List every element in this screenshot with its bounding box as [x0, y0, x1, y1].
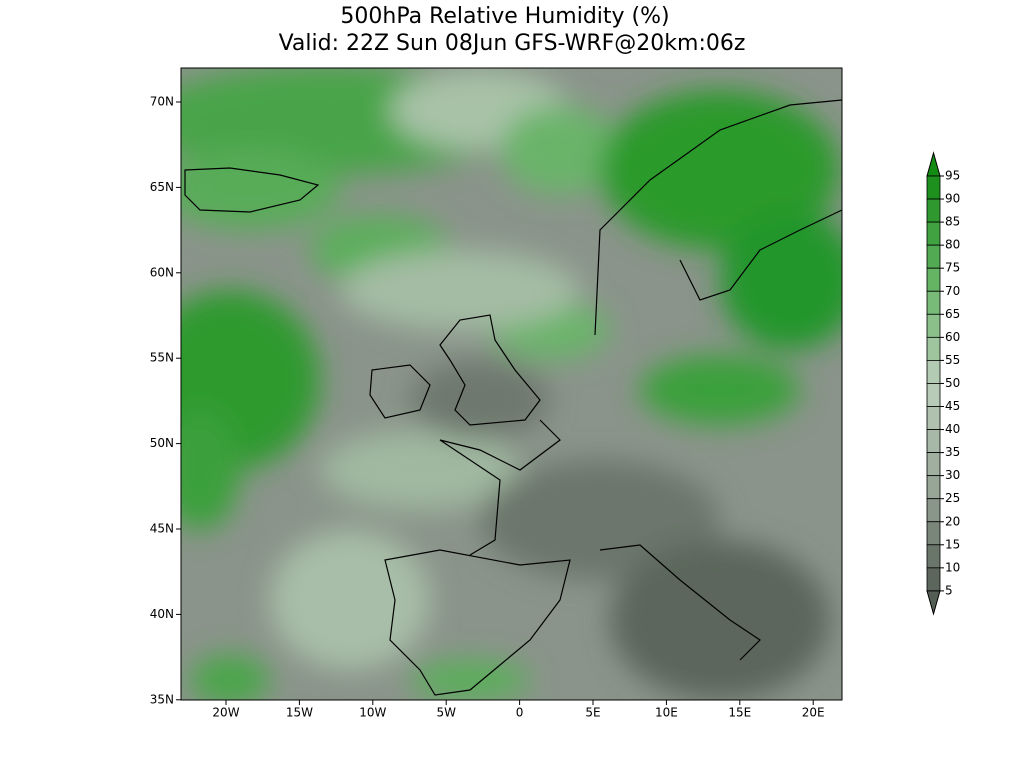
colorbar-label: 5: [945, 583, 953, 597]
colorbar-label: 55: [945, 353, 960, 367]
colorbar-label: 25: [945, 491, 960, 505]
lon-label: 15E: [728, 706, 751, 720]
lat-label: 50N: [150, 436, 174, 450]
lat-label: 70N: [150, 95, 174, 109]
colorbar-segment: [926, 290, 941, 315]
lon-label: 20E: [802, 706, 825, 720]
colorbar-segment: [926, 175, 941, 200]
subtitle: Valid: 22Z Sun 08Jun GFS-WRF@20km:06z: [279, 31, 746, 56]
colorbar-segment: [926, 544, 941, 569]
colorbar-label: 40: [945, 422, 960, 436]
colorbar-segment: [926, 313, 941, 338]
colorbar-label: 70: [945, 284, 960, 298]
humidity-field: [181, 68, 842, 700]
title: 500hPa Relative Humidity (%): [340, 4, 669, 29]
lon-label: 5E: [585, 706, 600, 720]
colorbar-label: 15: [945, 537, 960, 551]
lon-label: 10E: [655, 706, 678, 720]
map-frame: [180, 67, 843, 701]
lon-label: 20W: [212, 706, 239, 720]
colorbar-label: 10: [945, 560, 960, 574]
colorbar-label: 45: [945, 399, 960, 413]
colorbar-label: 50: [945, 376, 960, 390]
colorbar-top-arrow: [926, 151, 941, 177]
colorbar-label: 75: [945, 261, 960, 275]
colorbar: 95 90 85 80 75 70 65 60 55 50 45 40 35 30 25 20 15 10 5: [926, 151, 960, 616]
colorbar-label: 80: [945, 238, 960, 252]
colorbar-segment: [926, 452, 941, 477]
lon-label: 5W: [436, 706, 456, 720]
colorbar-label: 95: [945, 169, 960, 183]
lat-label: 45N: [150, 522, 174, 536]
axes: 70N 65N 60N 55N 50N 45N 40N 35N 20W 15W 10W 5W 0 5E 10…: [150, 95, 825, 720]
lon-label: 15W: [286, 706, 313, 720]
lat-label: 60N: [150, 265, 174, 279]
lat-label: 65N: [150, 180, 174, 194]
lat-label: 40N: [150, 607, 174, 621]
colorbar-segment: [926, 221, 941, 246]
colorbar-segment: [926, 521, 941, 546]
colorbar-segment: [926, 244, 941, 269]
colorbar-label: 90: [945, 192, 960, 206]
lon-label: 10W: [359, 706, 386, 720]
colorbar-bottom-arrow: [926, 590, 941, 616]
colorbar-label: 60: [945, 330, 960, 344]
colorbar-label: 35: [945, 445, 960, 459]
colorbar-label: 85: [945, 215, 960, 229]
colorbar-segment: [926, 498, 941, 523]
colorbar-segment: [926, 383, 941, 407]
colorbar-segment: [926, 359, 941, 384]
colorbar-segment: [926, 429, 941, 453]
lat-label: 35N: [150, 692, 174, 706]
colorbar-segment: [926, 198, 941, 223]
lat-label: 55N: [150, 351, 174, 365]
colorbar-segment: [926, 336, 941, 361]
lon-label: 0: [516, 706, 524, 720]
colorbar-segment: [926, 567, 941, 592]
colorbar-segment: [926, 475, 941, 500]
colorbar-label: 30: [945, 468, 960, 482]
colorbar-label: 20: [945, 514, 960, 528]
colorbar-segment: [926, 406, 941, 430]
colorbar-segment: [926, 267, 941, 292]
colorbar-label: 65: [945, 307, 960, 321]
